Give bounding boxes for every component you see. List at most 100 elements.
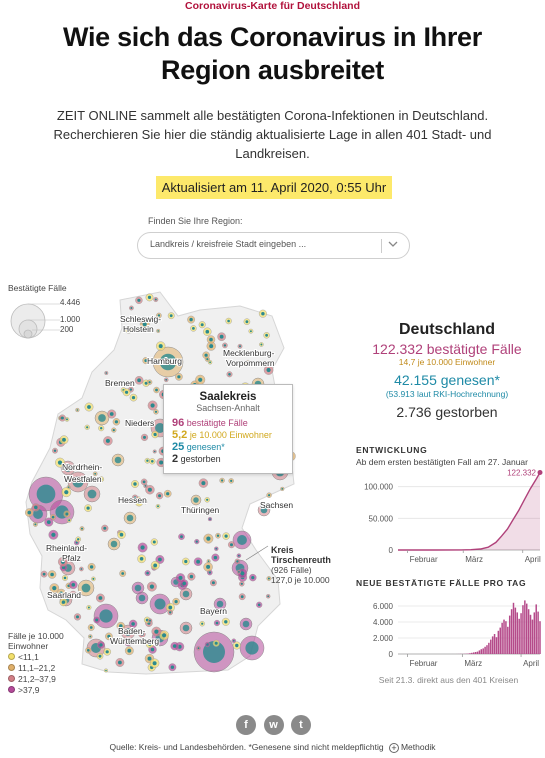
district-recovered-dot [105, 669, 107, 672]
district-recovered-dot [121, 572, 125, 575]
district-recovered-dot [177, 375, 181, 379]
chevron-down-icon[interactable] [385, 236, 401, 252]
district-recovered-dot [72, 476, 84, 488]
district-recovered-dot [206, 564, 211, 569]
district-recovered-dot [118, 660, 122, 665]
whatsapp-share-button[interactable]: w [263, 715, 284, 735]
country-recovered-note: (53.913 laut RKI-Hochrechnung) [385, 389, 509, 399]
country-per-capita: 14,7 je 10.000 Einwohner [398, 357, 496, 367]
daily-bar [484, 646, 486, 654]
district-recovered-dot [267, 595, 270, 598]
district-recovered-dot [215, 621, 219, 625]
search-separator [381, 239, 382, 253]
x-tick-label: April [523, 659, 539, 668]
district-recovered-dot [148, 642, 152, 646]
district-recovered-dot [249, 330, 252, 333]
district-recovered-dot [245, 641, 259, 655]
germany-map[interactable]: Schleswig-Holstein Hamburg Mecklenburg-Vor… [10, 288, 335, 683]
plus-icon[interactable]: + [388, 743, 399, 753]
district-recovered-dot [207, 560, 210, 562]
district-recovered-dot [33, 509, 43, 519]
district-recovered-dot [62, 437, 66, 442]
x-tick-label: Februar [409, 659, 437, 668]
district-recovered-dot [141, 320, 143, 323]
daily-bar [478, 650, 481, 654]
district-recovered-dot [157, 314, 161, 317]
district-recovered-dot [133, 482, 137, 486]
district-recovered-dot [60, 559, 65, 564]
district-recovered-dot [140, 545, 145, 550]
district-recovered-dot [169, 314, 173, 318]
x-tick-label: April [525, 555, 541, 564]
district-recovered-dot [153, 450, 156, 453]
district-recovered-dot [87, 405, 91, 409]
district-recovered-dot [87, 649, 90, 652]
district-recovered-dot [198, 377, 203, 382]
district-recovered-dot [155, 388, 158, 392]
daily-bar [507, 626, 509, 654]
daily-bar [531, 619, 534, 654]
district-recovered-dot [34, 505, 38, 510]
map-region-label: Nieders [125, 418, 154, 428]
district-recovered-dot [71, 583, 76, 587]
y-tick-label: 4.000 [373, 618, 394, 627]
methodik-link[interactable]: Methodik [400, 742, 436, 752]
district-recovered-dot [151, 460, 154, 463]
district-recovered-dot [182, 590, 190, 598]
district-recovered-dot [178, 575, 183, 580]
district-recovered-dot [150, 647, 155, 652]
district-recovered-dot [170, 665, 175, 669]
color-legend-label: <11,1 [18, 651, 39, 662]
color-legend-swatch [8, 686, 15, 693]
map-region-label: Sachsen [260, 500, 293, 510]
highlight-region-line: 127,0 je 10.000 [271, 575, 330, 585]
map-region-label: Bremen [105, 378, 135, 388]
daily-bar [522, 605, 524, 654]
district-recovered-dot [240, 595, 244, 599]
district-recovered-dot [114, 420, 118, 424]
district-recovered-dot [94, 472, 97, 475]
district-recovered-dot [219, 334, 224, 339]
district-recovered-dot [158, 557, 162, 562]
district-recovered-dot [50, 572, 54, 577]
map-region-label: Hessen [118, 495, 147, 505]
district-recovered-dot [154, 410, 158, 413]
district-recovered-dot [206, 643, 209, 646]
map-region-label: Westfalen [64, 474, 102, 484]
district-recovered-dot [206, 498, 209, 501]
district-recovered-dot [146, 459, 149, 462]
district-recovered-dot [235, 643, 239, 648]
district-recovered-dot [80, 568, 83, 570]
district-recovered-dot [148, 381, 151, 384]
daily-bar [480, 649, 483, 654]
color-legend-title: Fälle je 10.000 [8, 631, 64, 641]
map-region-label: Saarland [47, 590, 81, 600]
daily-chart-title: NEUE BESTÄTIGTE FÄLLE PRO TAG [356, 578, 527, 588]
map-region-label: Württemberg [110, 636, 159, 646]
district-recovered-dot [157, 330, 159, 332]
daily-bar [524, 600, 526, 654]
district-recovered-dot [200, 323, 204, 327]
district-recovered-dot [149, 584, 154, 589]
region-search-input[interactable] [150, 239, 380, 249]
daily-bar [527, 609, 530, 654]
size-legend-value: 4.446 [60, 298, 81, 307]
daily-bar [529, 614, 532, 654]
region-search[interactable] [137, 232, 410, 259]
map-labels: Schleswig-Holstein Hamburg Mecklenburg-Vor… [45, 313, 294, 647]
country-name: Deutschland [398, 321, 495, 338]
district-recovered-dot [240, 571, 245, 576]
district-recovered-dot [98, 414, 106, 422]
district-recovered-dot [131, 622, 135, 626]
facebook-share-button[interactable]: f [236, 715, 256, 735]
map-region-label: Hamburg [147, 356, 182, 366]
district-recovered-dot [209, 344, 214, 349]
daily-bar [514, 607, 517, 654]
leader-line [245, 545, 269, 561]
district-recovered-dot [165, 378, 168, 381]
district-recovered-dot [174, 600, 178, 604]
daily-bar [476, 651, 479, 654]
map-region-label: Holstein [123, 324, 154, 334]
district-recovered-dot [51, 532, 56, 537]
twitter-share-button[interactable]: t [291, 715, 311, 735]
